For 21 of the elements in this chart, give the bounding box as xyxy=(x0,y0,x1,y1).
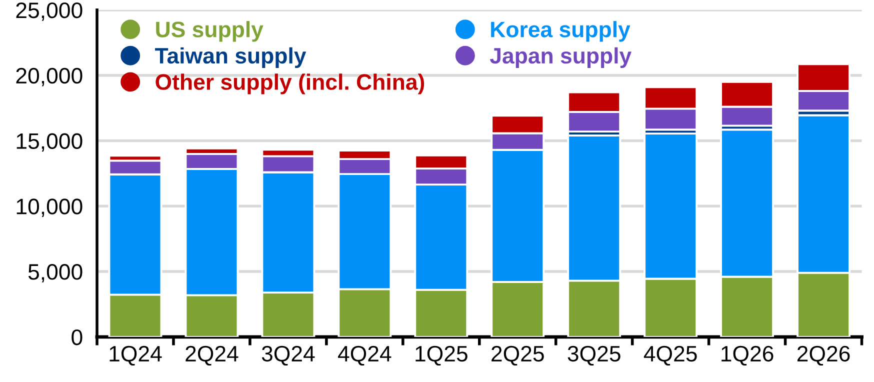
x-tick-label: 4Q25 xyxy=(644,346,697,366)
x-tick-label: 2Q25 xyxy=(492,346,544,366)
x-tick-label: 1Q24 xyxy=(110,346,162,366)
x-tick-label: 1Q26 xyxy=(722,346,774,366)
legend-label: Korea supply xyxy=(491,21,630,42)
legend-label: Taiwan supply xyxy=(155,47,306,68)
y-tick-label: 15,000 xyxy=(16,133,82,152)
x-tick-label: 4Q24 xyxy=(338,346,392,366)
y-tick-label: 25,000 xyxy=(16,2,82,21)
y-tick-label: 20,000 xyxy=(16,68,82,86)
x-tick-label: 2Q26 xyxy=(797,346,850,366)
x-tick-label: 3Q24 xyxy=(262,346,315,366)
x-tick-label: 1Q25 xyxy=(416,346,468,366)
y-tick-label: 5,000 xyxy=(28,264,82,282)
y-tick-label: 10,000 xyxy=(16,198,82,218)
legend-label: Japan supply xyxy=(490,47,632,68)
y-tick-label: 0 xyxy=(72,329,82,346)
legend-label: US supply xyxy=(156,21,264,42)
legend-label: Other supply (incl. China) xyxy=(156,74,424,94)
x-tick-label: 3Q25 xyxy=(568,346,620,366)
x-tick-label: 2Q24 xyxy=(186,346,238,366)
